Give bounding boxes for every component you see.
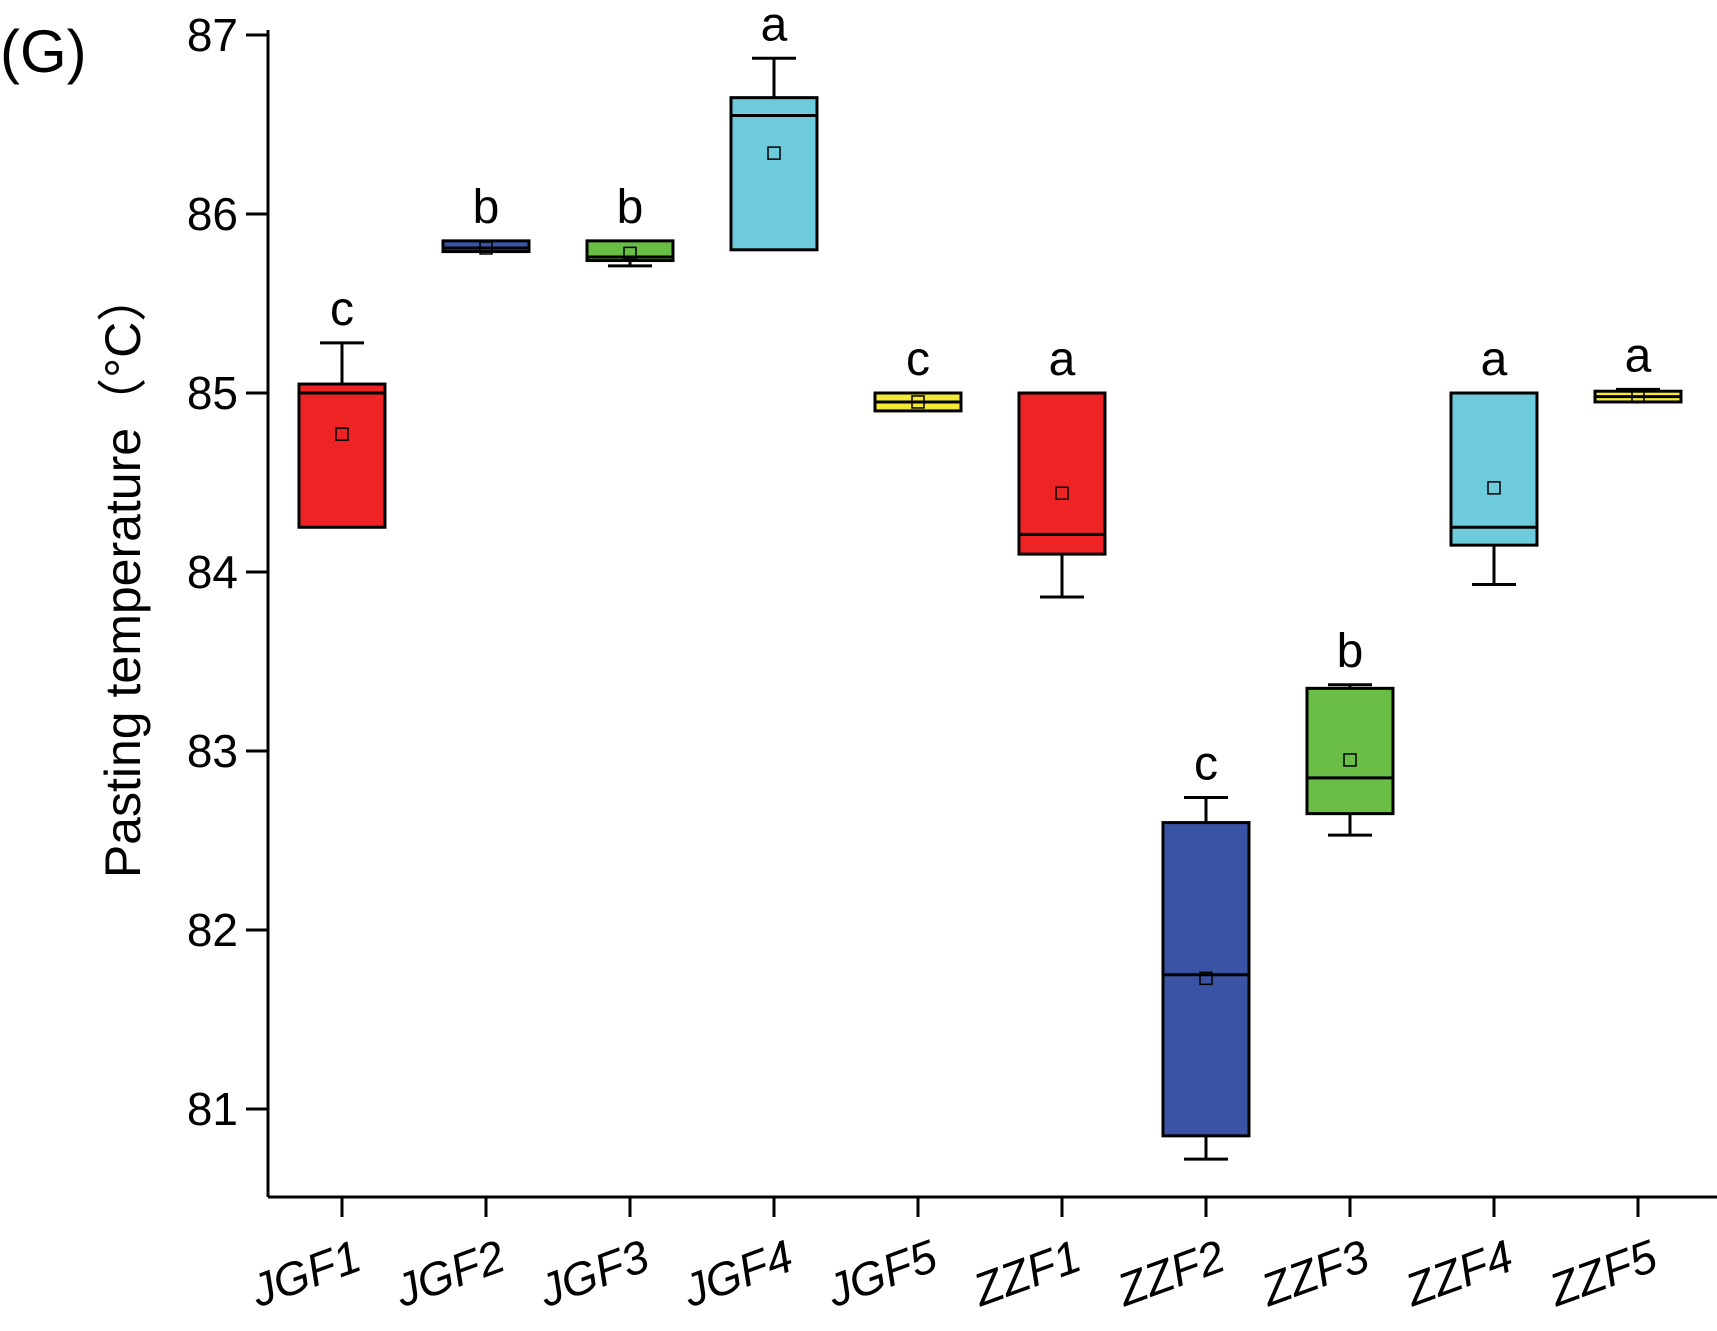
x-tick-label: ZZF4: [1397, 1230, 1519, 1317]
significance-letter: c: [330, 283, 354, 336]
box-zzf3: b ZZF3: [1253, 625, 1395, 1316]
mean-marker: [911, 395, 925, 409]
box-body: [729, 96, 819, 252]
y-tick-label: 85: [187, 367, 238, 419]
x-tick-label: JGF4: [675, 1230, 799, 1318]
box-jgf1: c JGF1: [243, 283, 387, 1318]
box-jgf4: a JGF4: [675, 0, 819, 1318]
significance-letter: c: [1194, 738, 1218, 791]
mean-marker: [479, 241, 493, 255]
panel-label: (G): [0, 18, 87, 85]
significance-letter: b: [617, 181, 644, 234]
box-jgf2: b JGF2: [387, 181, 531, 1318]
y-tick-label: 86: [187, 188, 238, 240]
x-tick-label: JGF3: [531, 1229, 656, 1317]
box-zzf4: a ZZF4: [1397, 333, 1539, 1317]
significance-letter: a: [1049, 333, 1076, 386]
significance-letter: a: [761, 0, 788, 51]
y-tick-label: 82: [187, 904, 238, 956]
box-jgf5: c JGF5: [819, 333, 963, 1317]
significance-letter: a: [1625, 329, 1652, 382]
significance-letter: b: [473, 181, 500, 234]
mean-marker: [1199, 971, 1213, 986]
significance-letter: b: [1337, 625, 1364, 678]
box-body: [1161, 821, 1251, 1138]
y-tick-label: 87: [187, 9, 238, 61]
mean-marker: [335, 427, 349, 441]
box-zzf1: a ZZF1: [965, 333, 1107, 1317]
box-zzf2: c ZZF2: [1109, 738, 1251, 1317]
box-body: [1017, 391, 1107, 556]
y-tick-label: 81: [187, 1083, 238, 1135]
mean-marker: [1343, 753, 1357, 767]
x-tick-label: ZZF2: [1109, 1230, 1231, 1317]
x-tick-label: ZZF3: [1253, 1229, 1375, 1316]
mean-marker: [623, 246, 637, 261]
box-body: [1449, 391, 1539, 547]
x-tick-label: ZZF5: [1541, 1229, 1663, 1316]
y-axis-label: Pasting temperature（°C）: [95, 272, 151, 878]
x-tick-label: ZZF1: [965, 1230, 1087, 1317]
plot-area: 81828384858687cJGF1bJGF2bJGF3aJGF4cJGF5a…: [187, 0, 1717, 1317]
mean-marker: [1487, 481, 1501, 495]
x-tick-label: JGF2: [387, 1230, 511, 1318]
mean-marker: [1631, 389, 1645, 404]
box-zzf5: a ZZF5: [1541, 329, 1683, 1316]
significance-letter: a: [1481, 333, 1508, 386]
box-body: [1305, 686, 1395, 816]
box-body: [297, 382, 387, 529]
y-tick-label: 84: [187, 546, 238, 598]
box-body: [441, 239, 531, 254]
x-tick-label: JGF5: [819, 1229, 944, 1317]
mean-marker: [767, 146, 781, 160]
box-jgf3: b JGF3: [531, 181, 675, 1317]
significance-letter: c: [906, 333, 930, 386]
y-tick-label: 83: [187, 725, 238, 777]
x-tick-label: JGF1: [243, 1230, 367, 1318]
mean-marker: [1055, 486, 1069, 500]
